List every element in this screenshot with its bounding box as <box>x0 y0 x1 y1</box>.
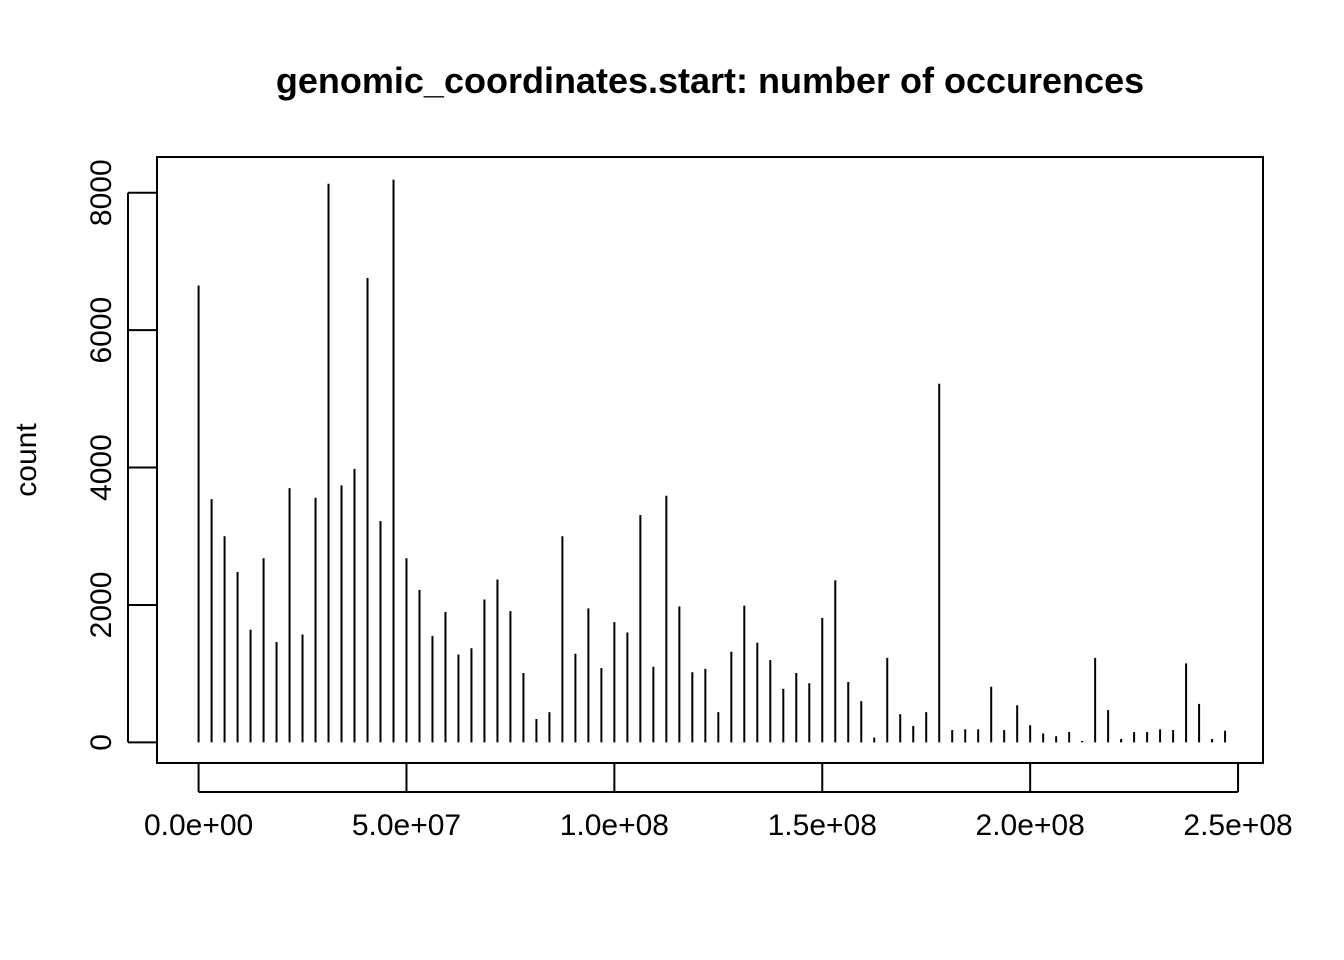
x-axis: 0.0e+00 5.0e+07 1.0e+08 1.5e+08 2.0e+08 2.5e+… <box>144 764 1293 842</box>
x-tick-label: 2.0e+08 <box>976 809 1085 842</box>
y-tick-label: 6000 <box>85 297 118 364</box>
x-tick-label: 2.5e+08 <box>1183 809 1292 842</box>
x-tick-label: 5.0e+07 <box>352 809 461 842</box>
y-tick-label: 2000 <box>85 572 118 639</box>
x-tick-label: 1.0e+08 <box>560 809 669 842</box>
plot-area-frame <box>156 156 1264 764</box>
x-tick-label: 0.0e+00 <box>144 809 253 842</box>
bars-group <box>197 179 1227 743</box>
y-axis-label: count <box>10 423 43 497</box>
x-tick-label: 1.5e+08 <box>768 809 877 842</box>
y-tick-label: 8000 <box>85 159 118 226</box>
y-tick-label: 4000 <box>85 434 118 501</box>
chart-title: genomic_coordinates.start: number of occ… <box>276 60 1144 101</box>
y-tick-label: 0 <box>85 734 118 751</box>
y-axis: 0 2000 4000 6000 8000 <box>85 159 156 751</box>
